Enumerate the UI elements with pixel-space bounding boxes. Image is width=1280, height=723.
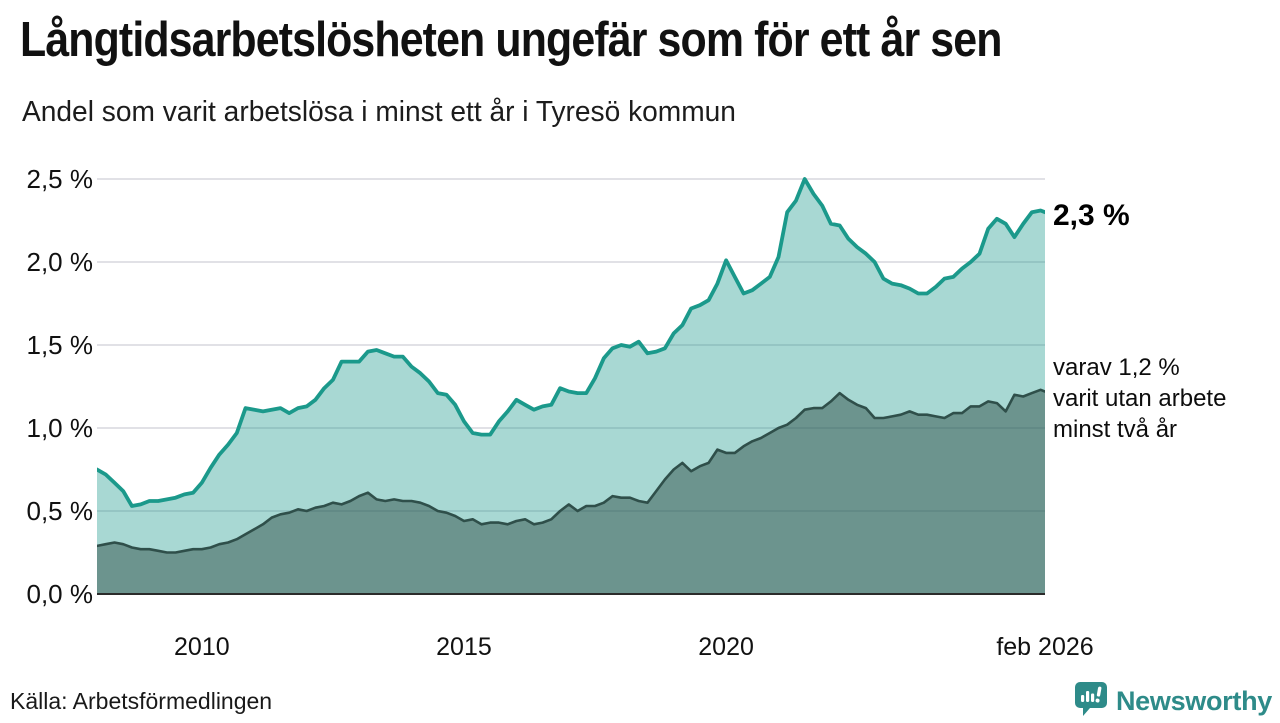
newsworthy-icon: [1073, 680, 1109, 723]
two-year-annotation-line3: minst två år: [1053, 416, 1178, 443]
brand-logo: Newsworthy: [1073, 680, 1272, 723]
brand-wordmark: Newsworthy: [1115, 685, 1272, 716]
y-tick-label: 1,5 %: [26, 330, 94, 360]
y-tick-label: 2,5 %: [26, 164, 94, 194]
x-tick-label: 2010: [174, 633, 230, 661]
line-two-year: [95, 388, 1047, 554]
two-year-annotation-line1: varav 1,2 %: [1053, 354, 1180, 381]
x-tick-label: 2020: [698, 633, 754, 661]
chart-title: Långtidsarbetslösheten ungefär som för e…: [20, 13, 1002, 67]
area-chart: [95, 177, 1047, 595]
two-year-annotation-line2: varit utan arbete: [1053, 385, 1227, 412]
area-two-year: [97, 389, 1045, 594]
y-tick-label: 0,0 %: [26, 579, 94, 609]
x-tick-label: feb 2026: [996, 633, 1094, 661]
latest-value-label: 2,3 %: [1053, 199, 1130, 232]
chart-subtitle: Andel som varit arbetslösa i minst ett å…: [22, 96, 736, 128]
y-tick-label: 1,0 %: [26, 413, 94, 443]
two-year-annotation: varav 1,2 % varit utan arbete minst två …: [1053, 352, 1226, 445]
x-tick-label: 2015: [436, 633, 492, 661]
plot-area: [95, 159, 1047, 595]
y-tick-label: 0,5 %: [26, 496, 94, 526]
y-tick-label: 2,0 %: [26, 247, 94, 277]
source-caption: Källa: Arbetsförmedlingen: [10, 688, 273, 714]
line-one-year: [95, 177, 1047, 508]
